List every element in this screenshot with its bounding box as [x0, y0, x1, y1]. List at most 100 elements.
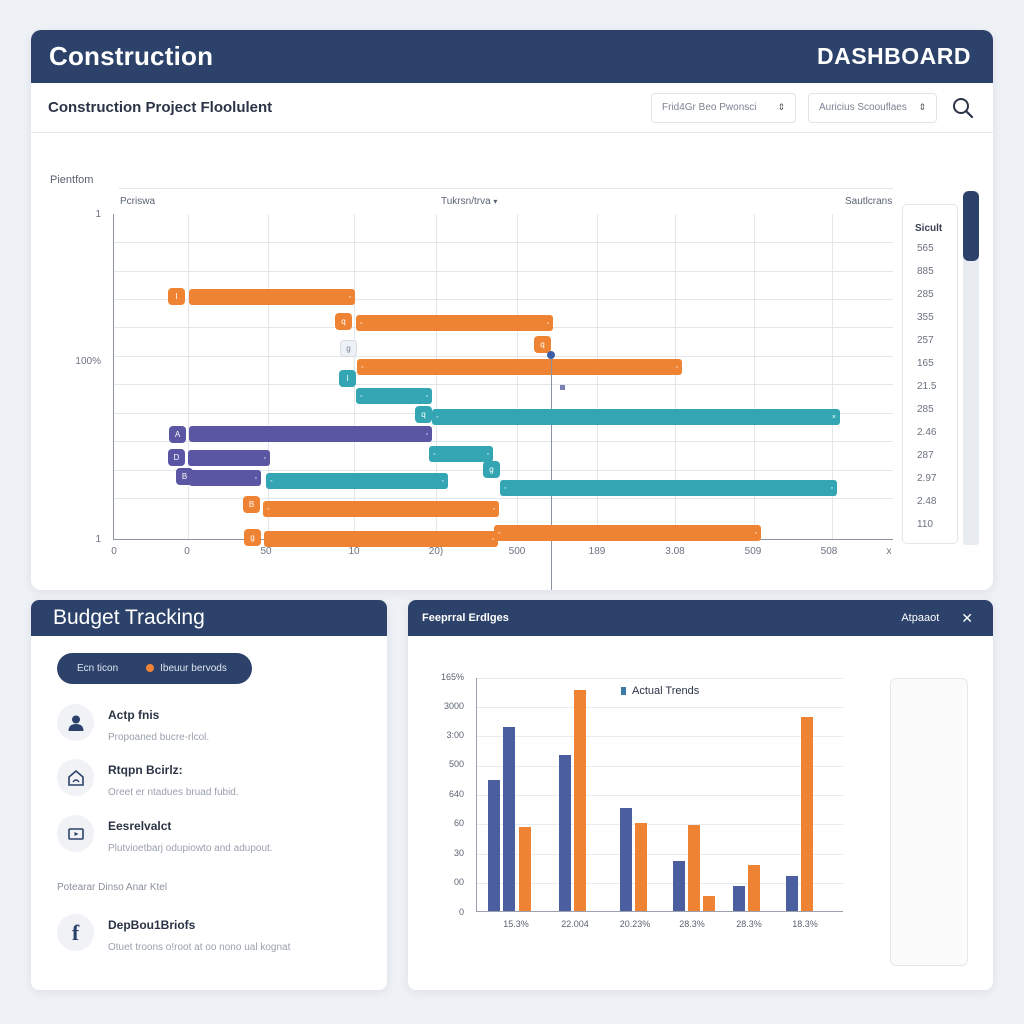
chart-bar[interactable]	[733, 886, 745, 911]
scrollbar-track[interactable]	[963, 191, 979, 545]
gridline	[114, 498, 893, 499]
trends-header: Feeprral Erdlges Atpaaot ✕	[408, 600, 993, 636]
trends-panel: Feeprral Erdlges Atpaaot ✕ 165% 3000 3:0…	[408, 600, 993, 990]
today-marker-handle[interactable]	[547, 351, 555, 359]
chart-bar[interactable]	[673, 861, 685, 911]
list-item[interactable]: 2.97	[917, 473, 937, 484]
gantt-bar[interactable]: ◦	[188, 450, 270, 466]
close-icon[interactable]: ✕	[961, 609, 973, 626]
trends-action-link[interactable]: Atpaaot	[901, 612, 940, 624]
search-icon	[953, 97, 974, 118]
chart-bar[interactable]	[620, 808, 632, 911]
chart-bar[interactable]	[519, 827, 531, 911]
scrollbar-thumb[interactable]	[963, 191, 979, 261]
list-item[interactable]: 257	[917, 335, 934, 346]
chart-bar[interactable]	[801, 717, 813, 911]
task-tag[interactable]: B	[176, 468, 193, 485]
list-item[interactable]: 565	[917, 243, 934, 254]
budget-toggle-pill[interactable]: Ecn ticon Ibeuur bervods	[57, 653, 252, 684]
gridline	[754, 214, 755, 539]
x-tick: 50	[260, 546, 272, 557]
budget-item[interactable]: Actp fnis Propoaned bucre-rlcol.	[57, 704, 377, 743]
chart-bar[interactable]	[748, 865, 760, 911]
gantt-col-center-dropdown[interactable]: Tukrsn/trva ▾	[441, 196, 497, 207]
list-item[interactable]: 2.46	[917, 427, 937, 438]
list-item[interactable]: 110	[917, 519, 933, 530]
task-tag[interactable]: g	[244, 529, 261, 546]
list-item[interactable]: 2.48	[917, 496, 937, 507]
gridline	[114, 299, 893, 300]
budget-item[interactable]: Rtqpn Bcirlz: Oreet er ntadues bruad fub…	[57, 759, 377, 798]
budget-item[interactable]: f DepBou1Briofs Otuet troons o!root at o…	[57, 914, 377, 953]
updown-icon: ⇕	[918, 102, 926, 112]
gantt-bar[interactable]: ◦	[264, 531, 498, 547]
gridline	[832, 214, 833, 539]
pill-right-label: Ibeuur bervods	[160, 663, 227, 674]
updown-icon: ⇕	[777, 102, 785, 112]
chart-bar[interactable]	[488, 780, 500, 911]
user-icon	[57, 704, 94, 741]
gantt-bar[interactable]: ◦ ◦	[500, 480, 837, 496]
value-list-header: Sicult	[915, 223, 943, 234]
task-tag[interactable]: I	[339, 370, 356, 387]
gantt-bar[interactable]: ◦ ◦	[356, 388, 432, 404]
budget-item-title: DepBou1Briofs	[108, 918, 196, 932]
task-tag[interactable]: B	[243, 496, 260, 513]
legend-swatch-icon	[621, 687, 626, 695]
filter-select-2[interactable]: Auricius Scoouflaes ⇕	[808, 92, 937, 123]
task-tag[interactable]: q	[415, 406, 432, 423]
x-tick: 500	[508, 546, 526, 557]
x-tick: 18.3%	[792, 919, 818, 929]
top-bar: Construction DASHBOARD	[31, 30, 993, 83]
x-tick: 509	[744, 546, 762, 557]
x-tick: 0	[184, 546, 190, 557]
y-label-mid: 100%	[75, 356, 101, 367]
task-tag[interactable]: q	[335, 313, 352, 330]
gantt-col-left: Pcriswa	[120, 196, 156, 207]
marker-point	[560, 385, 565, 390]
gantt-bar[interactable]: ◦ ◦	[266, 473, 448, 489]
gantt-bar[interactable]: ◦ ◦	[356, 315, 553, 331]
search-button[interactable]	[949, 94, 977, 122]
task-tag[interactable]: I	[168, 288, 185, 305]
list-item[interactable]: 885	[917, 266, 934, 277]
y-tick: 640	[448, 789, 464, 799]
chart-bar[interactable]	[786, 876, 798, 911]
gridline	[517, 214, 518, 539]
list-item[interactable]: 355	[917, 312, 934, 323]
list-item[interactable]: 285	[917, 404, 934, 415]
gantt-bar[interactable]: ◦	[189, 426, 432, 442]
gantt-col-center-label: Tukrsn/trva	[441, 196, 491, 207]
gridline	[114, 441, 893, 442]
list-item[interactable]: 21.5	[917, 381, 937, 392]
chart-bar[interactable]	[635, 823, 647, 911]
task-tag[interactable]: g	[483, 461, 500, 478]
gantt-bar[interactable]: ◦	[189, 289, 355, 305]
gantt-bar[interactable]: ◦ ◦	[357, 359, 682, 375]
chart-bar[interactable]	[703, 896, 715, 911]
chart-bar[interactable]	[574, 690, 586, 911]
task-tag[interactable]: A	[169, 426, 186, 443]
y-tick: 3000	[443, 701, 464, 711]
chart-bar[interactable]	[503, 727, 515, 911]
gantt-bar[interactable]: ◦ ×	[432, 409, 840, 425]
budget-item[interactable]: Eesrelvalct Plutvioetbarj odupiowto and …	[57, 815, 377, 854]
gantt-bar[interactable]: ◦	[189, 470, 261, 486]
task-tag[interactable]: D	[168, 449, 185, 466]
gantt-bar[interactable]: ◦ ◦	[263, 501, 499, 517]
task-tag[interactable]: q	[534, 336, 551, 353]
chart-bar[interactable]	[688, 825, 700, 911]
y-tick: 500	[448, 759, 464, 769]
list-item[interactable]: 165	[917, 358, 934, 369]
list-item[interactable]: 285	[917, 289, 934, 300]
chart-bar[interactable]	[559, 755, 571, 911]
divider	[119, 188, 893, 189]
gridline	[268, 214, 269, 539]
gantt-bar[interactable]: ◦ ◦	[429, 446, 493, 462]
list-item[interactable]: 287	[917, 450, 934, 461]
budget-item-title: Eesrelvalct	[108, 819, 172, 833]
filter-select-1[interactable]: Frid4Gr Beo Pwonsci ⇕	[651, 92, 796, 123]
x-tick: 22.004	[561, 919, 589, 929]
gantt-bar[interactable]: ◦ ◦	[494, 525, 761, 541]
task-tag[interactable]: g	[340, 340, 357, 357]
